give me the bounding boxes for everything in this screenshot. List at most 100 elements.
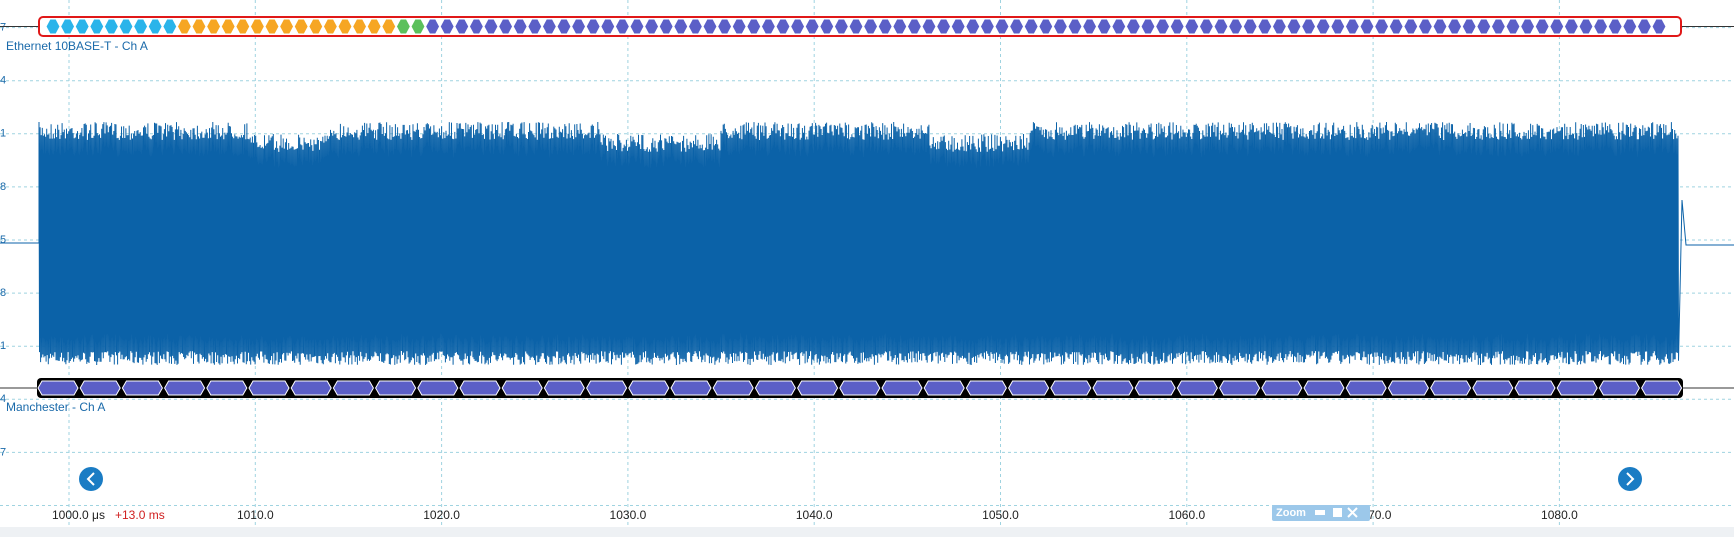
- zoom-control[interactable]: Zoom: [1272, 505, 1370, 521]
- packet: [629, 18, 645, 35]
- packet: [74, 18, 90, 35]
- y-tick-label: 4: [0, 393, 6, 405]
- y-tick-label: 8: [0, 287, 6, 299]
- packet: [89, 18, 105, 35]
- packet: [994, 18, 1010, 35]
- packet: [848, 18, 864, 35]
- packet: [1271, 18, 1287, 35]
- packet: [375, 380, 417, 396]
- packet: [1092, 380, 1134, 396]
- packet: [760, 18, 776, 35]
- packet: [839, 380, 881, 396]
- y-tick-label: 5: [0, 234, 6, 246]
- packet: [1155, 18, 1171, 35]
- x-start-label: 1000.0 μs: [52, 508, 105, 522]
- packet: [1556, 380, 1598, 396]
- x-tick-label: 1010.0: [237, 508, 274, 522]
- packet: [673, 18, 689, 35]
- packet: [644, 18, 660, 35]
- packet: [1636, 18, 1652, 35]
- packet: [1096, 18, 1112, 35]
- packet: [790, 18, 806, 35]
- packet: [833, 18, 849, 35]
- packet: [164, 380, 206, 396]
- packet: [279, 18, 295, 35]
- packet: [950, 18, 966, 35]
- packet: [906, 18, 922, 35]
- packet: [712, 380, 754, 396]
- packet: [366, 18, 382, 35]
- manchester-bus: [0, 378, 1734, 398]
- packet: [1228, 18, 1244, 35]
- packet: [249, 18, 265, 35]
- nav-right[interactable]: [627, 467, 1642, 491]
- x-offset-label: +13.0 ms: [115, 508, 165, 522]
- packet: [775, 18, 791, 35]
- packet: [1261, 380, 1303, 396]
- packet: [1430, 380, 1472, 396]
- packet: [103, 18, 119, 35]
- packet: [804, 18, 820, 35]
- packet: [235, 18, 251, 35]
- packet: [322, 18, 338, 35]
- packet: [1184, 18, 1200, 35]
- x-tick-label: 1030.0: [610, 508, 647, 522]
- packet: [1286, 18, 1302, 35]
- packet: [892, 18, 908, 35]
- packet: [501, 380, 543, 396]
- x-tick-label: 1060.0: [1168, 508, 1205, 522]
- packet: [133, 18, 149, 35]
- packet: [1563, 18, 1579, 35]
- packet: [1134, 380, 1176, 396]
- packet: [483, 18, 499, 35]
- packet: [556, 18, 572, 35]
- packet: [541, 18, 557, 35]
- packet: [37, 380, 79, 396]
- packet: [600, 18, 616, 35]
- packet: [79, 380, 121, 396]
- y-tick-label: 1: [0, 340, 6, 352]
- packet: [1330, 18, 1346, 35]
- zoom-label: Zoom: [1276, 507, 1306, 519]
- packet: [1472, 380, 1514, 396]
- packet: [1359, 18, 1375, 35]
- packet: [264, 18, 280, 35]
- packet: [1038, 18, 1054, 35]
- packet: [1067, 18, 1083, 35]
- packet: [410, 18, 426, 35]
- packet: [1490, 18, 1506, 35]
- packet: [60, 18, 76, 35]
- packet: [586, 380, 628, 396]
- packet: [717, 18, 733, 35]
- packet: [877, 18, 893, 35]
- packet: [468, 18, 484, 35]
- packet: [308, 18, 324, 35]
- packet: [1598, 380, 1640, 396]
- packet: [1607, 18, 1623, 35]
- packet: [248, 380, 290, 396]
- y-tick-label: 8: [0, 181, 6, 193]
- packet: [863, 18, 879, 35]
- packet: [1549, 18, 1565, 35]
- packet: [147, 18, 163, 35]
- packet: [1345, 380, 1387, 396]
- channel-label: Manchester - Ch A: [6, 400, 105, 414]
- y-tick-label: 1: [0, 128, 6, 140]
- packet: [1050, 380, 1092, 396]
- packet: [1009, 18, 1025, 35]
- packet: [1387, 380, 1429, 396]
- packet: [352, 18, 368, 35]
- packet: [498, 18, 514, 35]
- packet: [176, 18, 192, 35]
- x-tick-label: 1040.0: [796, 508, 833, 522]
- packet: [1520, 18, 1536, 35]
- x-tick-label: 1080.0: [1541, 508, 1578, 522]
- packet: [118, 18, 134, 35]
- x-tick-label: 1050.0: [982, 508, 1019, 522]
- packet: [1374, 18, 1390, 35]
- x-tick-label: 1020.0: [423, 508, 460, 522]
- nav-left[interactable]: [79, 467, 103, 491]
- packet: [512, 18, 528, 35]
